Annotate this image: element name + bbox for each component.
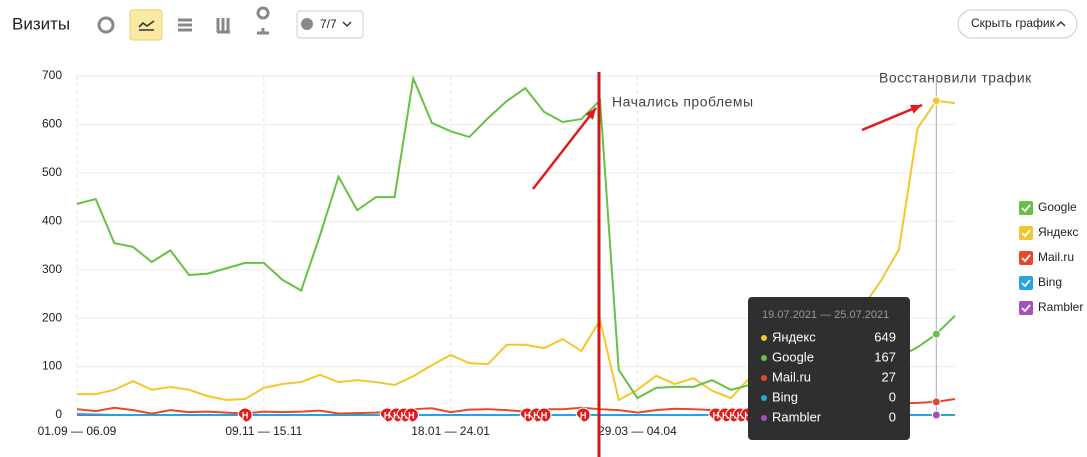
x-tick-label: 01.09 — 06.09 [38, 424, 117, 438]
icon-map[interactable] [256, 6, 270, 35]
event-label: Н [242, 410, 249, 420]
tooltip-value: 27 [882, 369, 896, 384]
event-label: Н [541, 410, 548, 420]
segments-dropdown[interactable] [296, 10, 364, 39]
tooltip-title: 19.07.2021 — 25.07.2021 [762, 309, 889, 321]
y-tick-label: 600 [42, 117, 62, 131]
event-marker [536, 407, 552, 423]
y-tick-label: 200 [42, 310, 62, 324]
legend-label: Google [1038, 200, 1077, 214]
tooltip-name: Яндекс [772, 329, 816, 344]
event-label: Н [737, 410, 744, 420]
icon-bars[interactable] [216, 18, 230, 34]
icon-area[interactable] [178, 18, 192, 32]
legend-checkbox[interactable] [1019, 276, 1033, 290]
annotation: Начались проблемы [612, 94, 754, 110]
event-label: Н [580, 410, 587, 420]
event-marker [403, 407, 419, 423]
legend-check [1021, 304, 1031, 313]
legend-check [1021, 229, 1031, 238]
legend-checkbox[interactable] [1019, 251, 1033, 265]
event-label: Н [713, 410, 720, 420]
annotation-arrow [532, 107, 597, 190]
event-label: Н [408, 410, 415, 420]
event-label: Н [533, 410, 540, 420]
tooltip-dot [761, 335, 767, 341]
tooltip-dot [761, 375, 767, 381]
y-tick-label: 0 [55, 407, 62, 421]
legend-checkbox[interactable] [1019, 201, 1033, 215]
legend-check [1021, 279, 1031, 288]
tooltip-value: 0 [889, 409, 896, 424]
arrow-head [910, 104, 922, 114]
event-label: Н [744, 410, 751, 420]
tooltip-name: Bing [772, 389, 798, 404]
x-tick-label: 29.03 — 04.04 [598, 424, 677, 438]
tooltip-name: Rambler [772, 409, 822, 424]
legend-label: Яндекс [1038, 225, 1078, 239]
event-label: Н [722, 410, 729, 420]
tooltip-name: Google [772, 349, 814, 364]
chart: 0 100 200 300 400 500 600 700 01.09 — 06.09 09.11… [38, 68, 1083, 457]
legend-label: Bing [1038, 275, 1062, 289]
icon-pie[interactable] [97, 16, 115, 34]
hover-point [931, 329, 941, 339]
legend-check [1021, 254, 1031, 263]
title: Визиты [12, 14, 70, 33]
segments-count: 7/7 [320, 17, 337, 31]
x-tick-label: 18.01 — 24.01 [411, 424, 490, 438]
tooltip-value: 167 [874, 349, 896, 364]
event-label: Н [729, 410, 736, 420]
event-marker [237, 407, 253, 423]
tooltip-value: 0 [889, 389, 896, 404]
y-tick-label: 100 [42, 359, 62, 373]
event-label: Н [393, 410, 400, 420]
legend-checkbox[interactable] [1019, 301, 1033, 315]
event-label: Н [401, 410, 408, 420]
event-label: Н [384, 410, 391, 420]
y-tick-label: 500 [42, 165, 62, 179]
tooltip [748, 297, 910, 440]
y-tick-label: 700 [42, 68, 62, 82]
legend-check [1021, 204, 1031, 213]
tooltip-dot [761, 415, 767, 421]
legend-label: Rambler [1038, 300, 1083, 314]
hide-chart-button[interactable] [957, 9, 1078, 39]
legend-label: Mail.ru [1038, 250, 1074, 264]
tooltip-value: 649 [874, 329, 896, 344]
hover-point [931, 397, 941, 407]
icon-comment [301, 18, 313, 30]
legend-checkbox[interactable] [1019, 226, 1033, 240]
x-tick-label: 09.11 — 15.11 [225, 424, 302, 438]
hover-point [931, 96, 941, 106]
event-marker [575, 407, 591, 423]
chart-type-icons[interactable] [97, 6, 270, 41]
hover-point [931, 410, 941, 420]
y-tick-label: 300 [42, 262, 62, 276]
tooltip-name: Mail.ru [772, 369, 811, 384]
tooltip-dot [761, 355, 767, 361]
arrow-head [585, 108, 596, 120]
tooltip-dot [761, 395, 767, 401]
hide-chart-label: Скрыть график [971, 16, 1056, 30]
event-label: Н [524, 410, 531, 420]
annotation: Восстановили трафик [879, 70, 1032, 86]
y-tick-label: 400 [42, 213, 62, 227]
